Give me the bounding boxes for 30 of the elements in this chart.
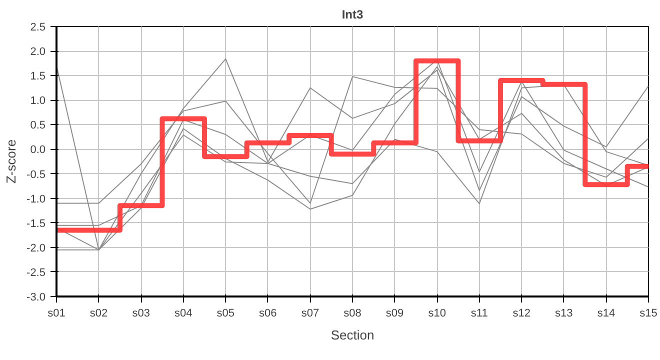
y-tick-label: -3.0: [26, 292, 46, 304]
x-tick-label: s03: [132, 308, 150, 320]
y-axis-title: Z-score: [4, 139, 19, 184]
x-tick-label: s12: [512, 308, 531, 320]
x-tick-label: s02: [90, 308, 108, 320]
y-tick-label: -2.5: [26, 266, 46, 279]
y-tick-label: 1.5: [30, 70, 46, 83]
y-tick-label: -0.5: [26, 168, 46, 181]
y-tick-label: 2.5: [30, 22, 46, 34]
x-tick-label: s06: [259, 308, 277, 320]
x-tick-label: s08: [344, 308, 362, 320]
x-tick-label: s10: [428, 308, 446, 320]
x-tick-label: s01: [48, 308, 66, 320]
y-tick-label: -1.0: [26, 193, 46, 206]
y-tick-label: 0.5: [30, 120, 46, 132]
x-tick-label: s13: [555, 308, 573, 320]
x-tick-label: s07: [301, 308, 320, 320]
x-tick-label: s04: [174, 308, 192, 320]
y-tick-label: 0.0: [30, 144, 46, 156]
x-axis-title: Section: [330, 328, 374, 342]
chart-title: Int3: [342, 8, 364, 22]
x-tick-label: s14: [597, 308, 616, 320]
x-tick-label: s15: [640, 308, 658, 320]
y-tick-label: 1.0: [30, 95, 46, 108]
y-tick-label: -1.5: [26, 218, 46, 230]
y-tick-label: 2.0: [30, 46, 46, 58]
x-tick-label: s05: [216, 308, 235, 320]
y-tick-label: -2.0: [26, 242, 46, 254]
x-tick-label: s11: [470, 308, 488, 320]
x-tick-label: s09: [386, 308, 404, 320]
